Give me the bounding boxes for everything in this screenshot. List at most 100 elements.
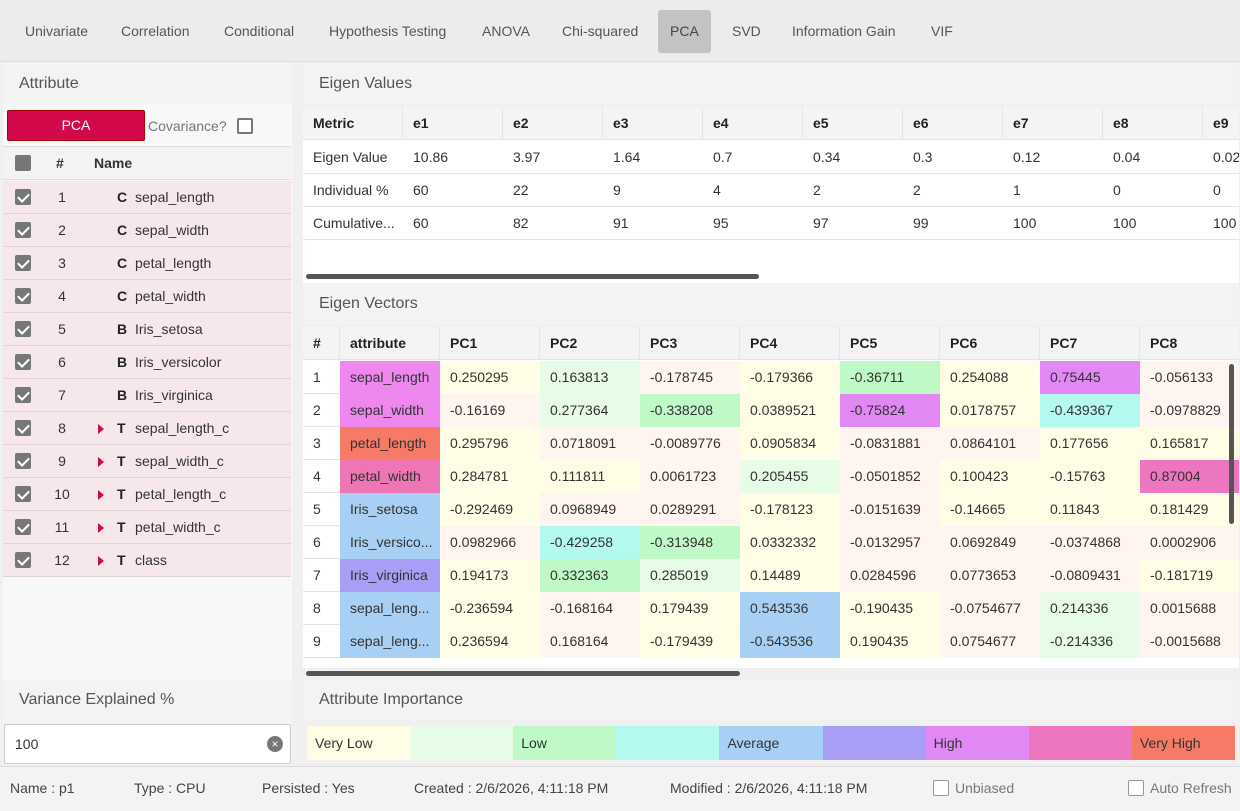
attribute-checkbox[interactable] xyxy=(15,354,31,370)
table-cell: -0.75824 xyxy=(840,394,940,427)
column-header: PC6 xyxy=(940,327,1040,360)
table-cell: 4 xyxy=(713,182,721,198)
table-cell: 0.0389521 xyxy=(740,394,840,427)
tab-hypothesis-testing[interactable]: Hypothesis Testing xyxy=(329,23,447,39)
expand-arrow-icon[interactable] xyxy=(98,556,104,566)
table-cell: 0.34 xyxy=(813,149,841,165)
select-all-checkbox[interactable] xyxy=(15,155,31,171)
attribute-checkbox[interactable] xyxy=(15,288,31,304)
table-cell: 0.0002906 xyxy=(1140,526,1239,559)
table-cell: Iris_versico... xyxy=(340,526,440,559)
table-cell: 2 xyxy=(913,182,921,198)
attribute-checkbox[interactable] xyxy=(15,420,31,436)
table-cell: 1 xyxy=(1013,182,1021,198)
attribute-checkbox[interactable] xyxy=(15,255,31,271)
column-header: PC2 xyxy=(540,327,640,360)
expand-arrow-icon[interactable] xyxy=(98,490,104,500)
attribute-name: petal_length xyxy=(135,255,212,271)
table-cell: -0.0374868 xyxy=(1040,526,1140,559)
attribute-name: petal_width xyxy=(135,288,206,304)
table-row: 8 sepal_leng... -0.236594 -0.168164 0.179439… xyxy=(303,592,1239,625)
table-cell: -0.0501852 xyxy=(840,460,940,493)
status-modified: Modified : 2/6/2026, 4:11:18 PM xyxy=(670,780,868,796)
tab-univariate[interactable]: Univariate xyxy=(25,23,89,39)
tab-correlation[interactable]: Correlation xyxy=(121,23,190,39)
attribute-row[interactable]: 6 B Iris_versicolor xyxy=(3,346,291,379)
attribute-checkbox[interactable] xyxy=(15,552,31,568)
attribute-checkbox[interactable] xyxy=(15,189,31,205)
table-row: Eigen Value 10.86 3.97 1.64 0.7 0.34 0.3 0.12 0.… xyxy=(303,141,1239,174)
table-cell: 0.194173 xyxy=(440,559,540,592)
attribute-checkbox[interactable] xyxy=(15,321,31,337)
attribute-type: C xyxy=(117,255,128,271)
table-cell: 0.177656 xyxy=(1040,427,1140,460)
attribute-row[interactable]: 5 B Iris_setosa xyxy=(3,313,291,346)
tab-information-gain[interactable]: Information Gain xyxy=(792,23,896,39)
attribute-name: Iris_setosa xyxy=(135,321,203,337)
pca-run-button[interactable]: PCA xyxy=(7,110,145,141)
expand-arrow-icon[interactable] xyxy=(98,424,104,434)
table-cell: sepal_leng... xyxy=(340,592,440,625)
tab-conditional[interactable]: Conditional xyxy=(224,23,295,39)
table-cell: 0.0968949 xyxy=(540,493,640,526)
status-type: Type : CPU xyxy=(134,780,206,796)
attribute-num: 5 xyxy=(58,321,66,337)
table-cell: 0.190435 xyxy=(840,625,940,658)
importance-segment: High xyxy=(925,726,1029,760)
tab-chi-squared[interactable]: Chi-squared xyxy=(562,23,639,39)
column-header: PC1 xyxy=(440,327,540,360)
eigen-values-scrollbar[interactable] xyxy=(306,274,759,279)
auto-refresh-label: Auto Refresh xyxy=(1150,780,1232,796)
covariance-checkbox[interactable] xyxy=(237,118,253,134)
importance-segment: Very High xyxy=(1131,726,1235,760)
importance-segment: Low xyxy=(513,726,617,760)
attribute-checkbox[interactable] xyxy=(15,519,31,535)
importance-segment xyxy=(1028,726,1132,760)
attribute-checkbox[interactable] xyxy=(15,486,31,502)
tab-svd[interactable]: SVD xyxy=(732,23,761,39)
table-cell: 0.284781 xyxy=(440,460,540,493)
table-cell: 100 xyxy=(1013,215,1037,231)
table-cell: -0.0831881 xyxy=(840,427,940,460)
attribute-row[interactable]: 7 B Iris_virginica xyxy=(3,379,291,412)
attribute-checkbox[interactable] xyxy=(15,222,31,238)
header-num: # xyxy=(56,155,64,171)
table-row: 5 Iris_setosa -0.292469 0.0968949 0.0289291-… xyxy=(303,493,1239,526)
table-cell: 0.0284596 xyxy=(840,559,940,592)
variance-input[interactable]: 100 xyxy=(4,724,291,764)
expand-arrow-icon[interactable] xyxy=(98,457,104,467)
tab-pca[interactable]: PCA xyxy=(658,10,711,53)
eigen-vectors-scrollbar-v[interactable] xyxy=(1229,364,1234,524)
table-cell: 0.100423 xyxy=(940,460,1040,493)
attribute-name: sepal_length xyxy=(135,189,215,205)
table-cell: 1 xyxy=(313,369,321,385)
table-cell: -0.15763 xyxy=(1040,460,1140,493)
auto-refresh-checkbox[interactable] xyxy=(1128,780,1144,796)
unbiased-checkbox[interactable] xyxy=(933,780,949,796)
eigen-vectors-scrollbar-h[interactable] xyxy=(306,671,740,676)
tab-vif[interactable]: VIF xyxy=(931,23,953,39)
table-cell: sepal_width xyxy=(340,394,440,427)
table-row: 6 Iris_versico... 0.0982966 -0.429258 -0.313… xyxy=(303,526,1239,559)
attribute-checkbox[interactable] xyxy=(15,453,31,469)
tab-anova[interactable]: ANOVA xyxy=(482,23,530,39)
column-header: PC5 xyxy=(840,327,940,360)
table-cell: Iris_virginica xyxy=(340,559,440,592)
clear-icon[interactable]: × xyxy=(267,736,283,752)
expand-arrow-icon[interactable] xyxy=(98,523,104,533)
attribute-type: C xyxy=(117,222,128,238)
attribute-checkbox[interactable] xyxy=(15,387,31,403)
column-header: e9 xyxy=(1203,107,1239,140)
column-header: # xyxy=(303,327,340,360)
table-cell: 99 xyxy=(913,215,929,231)
table-row: 9 sepal_leng... 0.236594 0.168164 -0.179439-… xyxy=(303,625,1239,658)
